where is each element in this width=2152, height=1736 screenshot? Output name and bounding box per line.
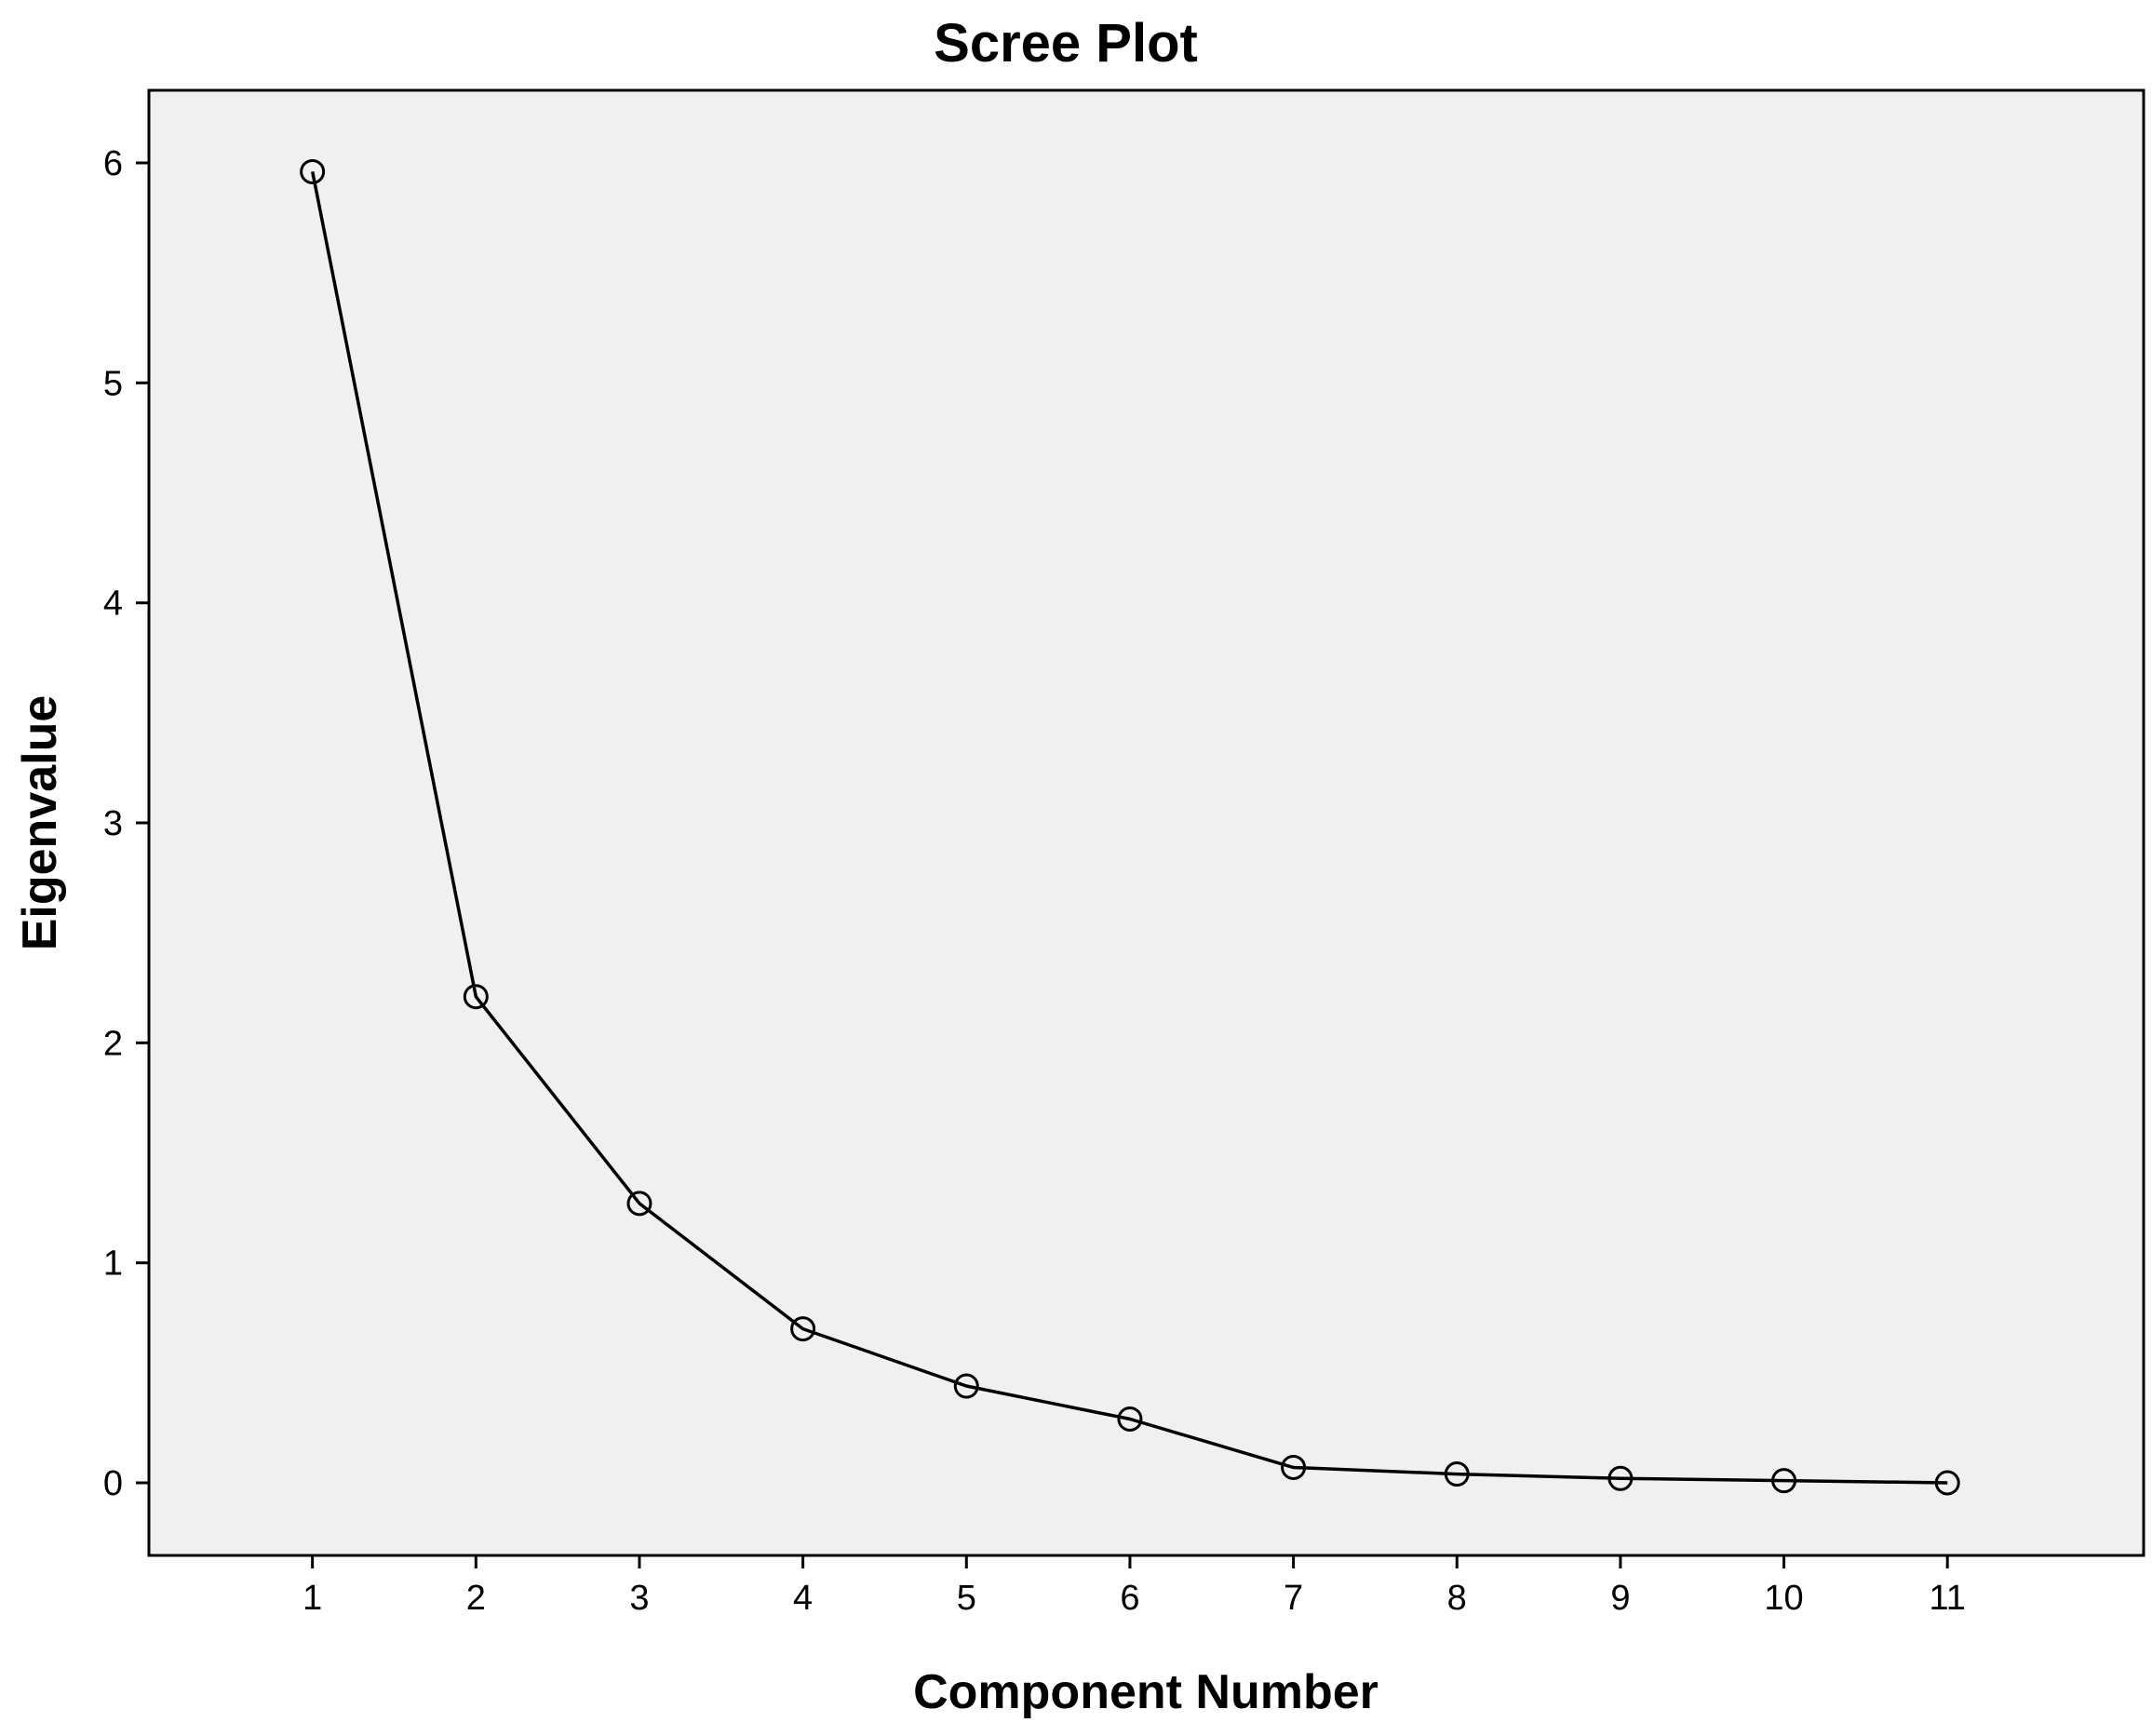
- x-tick-label-7: 7: [1284, 1579, 1303, 1618]
- chart-title: Scree Plot: [934, 13, 1198, 74]
- data-point-9: [1607, 1465, 1634, 1491]
- y-tick-label-4: 4: [103, 585, 123, 624]
- x-tick-label-2: 2: [466, 1579, 486, 1618]
- data-point-2: [463, 984, 489, 1010]
- y-tick-label-2: 2: [103, 1024, 123, 1063]
- data-point-3: [626, 1191, 652, 1217]
- data-point-7: [1281, 1454, 1307, 1480]
- plot-area: [147, 88, 2145, 1557]
- data-point-8: [1444, 1461, 1470, 1487]
- y-tick-label-6: 6: [103, 144, 123, 183]
- y-tick-label-0: 0: [103, 1464, 123, 1503]
- x-axis-label: Component Number: [913, 1665, 1379, 1719]
- x-tick-label-4: 4: [793, 1579, 813, 1618]
- x-tick-label-9: 9: [1610, 1579, 1630, 1618]
- data-point-11: [1934, 1470, 1960, 1496]
- data-point-markers: [300, 158, 1960, 1496]
- y-tick-label-1: 1: [103, 1245, 123, 1284]
- eigenvalue-series-line: [310, 171, 1948, 1485]
- x-tick-label-1: 1: [303, 1579, 322, 1618]
- data-point-1: [300, 158, 326, 184]
- x-tick-label-6: 6: [1120, 1579, 1139, 1618]
- x-tick-label-3: 3: [629, 1579, 649, 1618]
- x-tick-label-11: 11: [1929, 1579, 1965, 1618]
- x-axis-ticks: 1 2 3 4 5 6 7 8 9 10 11: [303, 1555, 1966, 1618]
- y-axis-ticks: 0 1 2 3 4 5 6: [103, 144, 149, 1503]
- y-axis-label: Eigenvalue: [13, 695, 67, 951]
- x-tick-label-10: 10: [1764, 1579, 1803, 1618]
- y-tick-label-5: 5: [103, 364, 123, 403]
- data-point-5: [953, 1373, 979, 1399]
- data-point-4: [790, 1316, 816, 1342]
- data-point-10: [1771, 1468, 1797, 1494]
- data-point-6: [1117, 1406, 1143, 1432]
- x-tick-label-8: 8: [1447, 1579, 1467, 1618]
- x-tick-label-5: 5: [957, 1579, 976, 1618]
- y-tick-label-3: 3: [103, 804, 123, 843]
